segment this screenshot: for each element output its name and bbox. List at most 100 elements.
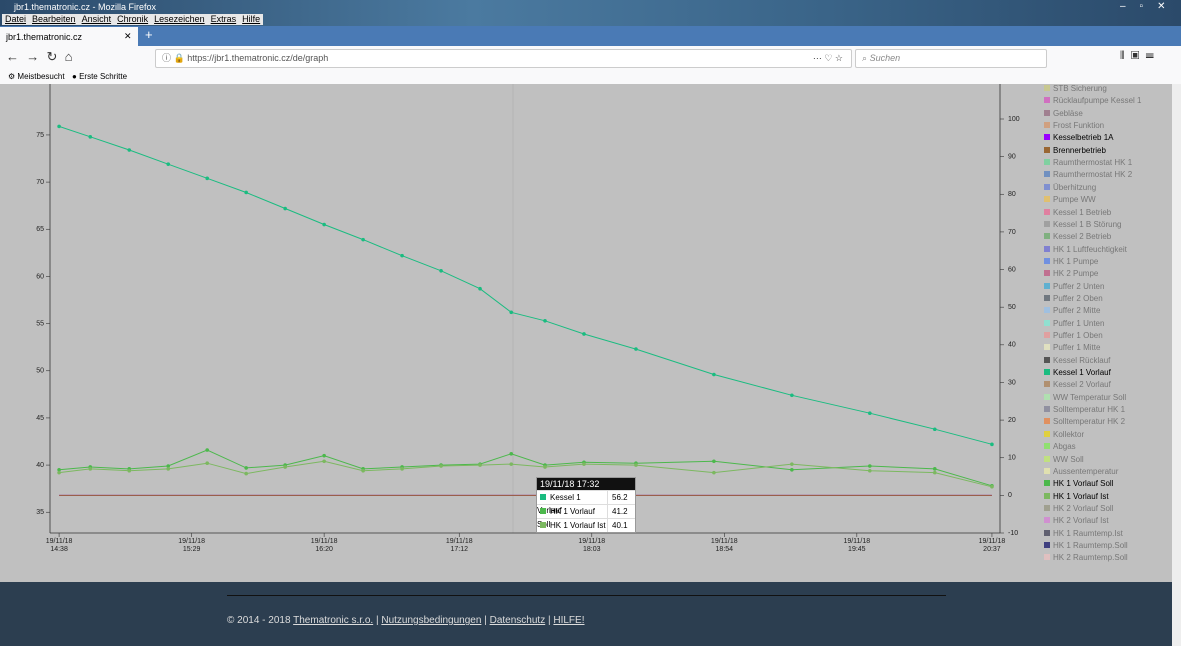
copyright: © 2014 - 2018: [227, 615, 291, 626]
scrollbar[interactable]: [1172, 84, 1181, 646]
legend-item[interactable]: Puffer 2 Oben: [1044, 294, 1103, 303]
legend-label: Gebläse: [1053, 108, 1083, 118]
search-bar[interactable]: ⌕ Suchen: [855, 49, 1047, 68]
legend-label: HK 1 Vorlauf Ist: [1053, 491, 1109, 501]
legend-item[interactable]: HK 2 Vorlauf Soll: [1044, 504, 1113, 513]
legend-label: Puffer 2 Unten: [1053, 281, 1105, 291]
legend-label: Aussentemperatur: [1053, 466, 1119, 476]
legend-item[interactable]: Kessel Rücklauf: [1044, 356, 1110, 365]
data-point: [361, 237, 365, 242]
menu-item[interactable]: Extras: [210, 14, 237, 24]
url: https://jbr1.thematronic.cz/de/graph: [187, 53, 329, 63]
data-point: [244, 471, 248, 476]
legend-item[interactable]: Solltemperatur HK 2: [1044, 417, 1125, 426]
legend-item[interactable]: HK 2 Vorlauf Ist: [1044, 516, 1109, 525]
legend-item[interactable]: Puffer 2 Unten: [1044, 282, 1104, 291]
bookmark[interactable]: ⚙ Meistbesucht: [8, 72, 65, 81]
legend-item[interactable]: Kollektor: [1044, 430, 1084, 439]
legend-label: HK 1 Raumtemp.Soll: [1053, 540, 1128, 550]
y2-tick-label: -10: [1008, 530, 1018, 537]
footer-link[interactable]: Datenschutz: [489, 615, 546, 626]
legend-swatch: [1044, 492, 1050, 499]
legend-swatch: [1044, 381, 1050, 388]
window-controls: –▫✕: [1120, 1, 1180, 12]
legend-item[interactable]: HK 2 Raumtemp.Soll: [1044, 553, 1128, 562]
legend-swatch: [1044, 122, 1050, 129]
footer-rule: [227, 595, 946, 596]
legend-item[interactable]: Puffer 1 Unten: [1044, 319, 1104, 328]
legend-item[interactable]: Kessel 1 Vorlauf: [1044, 368, 1111, 377]
legend-item[interactable]: HK 1 Raumtemp.Ist: [1044, 529, 1123, 538]
menu-item[interactable]: Lesezeichen: [154, 14, 205, 24]
footer-link[interactable]: HILFE!: [553, 615, 585, 626]
tab-close[interactable]: ✕: [124, 31, 132, 41]
legend-item[interactable]: Abgas: [1044, 442, 1076, 451]
legend-item[interactable]: WW Temperatur Soll: [1044, 393, 1126, 402]
legend-item[interactable]: HK 1 Vorlauf Soll: [1044, 479, 1113, 488]
legend-item[interactable]: HK 2 Pumpe: [1044, 269, 1098, 278]
legend-item[interactable]: Kesselbetrieb 1A: [1044, 133, 1113, 142]
legend-item[interactable]: HK 1 Vorlauf Ist: [1044, 492, 1109, 501]
legend-item[interactable]: Puffer 1 Oben: [1044, 331, 1103, 340]
legend-item[interactable]: Solltemperatur HK 1: [1044, 405, 1125, 414]
nav-buttons[interactable]: ← → ↻ ⌂: [6, 49, 73, 64]
tooltip-name: HK 1 Vorlauf Soll: [537, 505, 608, 529]
tab[interactable]: jbr1.thematronic.cz ✕: [0, 27, 138, 46]
legend-item[interactable]: Kessel 1 Betrieb: [1044, 208, 1111, 217]
legend-item[interactable]: HK 1 Pumpe: [1044, 257, 1098, 266]
footer-link[interactable]: Nutzungsbedingungen: [381, 615, 482, 626]
legend-item[interactable]: Gebläse: [1044, 109, 1083, 118]
legend-item[interactable]: Puffer 2 Mitte: [1044, 306, 1100, 315]
legend-item[interactable]: Pumpe WW: [1044, 195, 1096, 204]
new-tab[interactable]: +: [145, 27, 153, 42]
bookmarks-bar: ⚙ Meistbesucht ● Erste Schritte: [0, 70, 1181, 84]
data-point: [634, 347, 638, 351]
menu-item[interactable]: Ansicht: [81, 14, 112, 24]
tooltip-swatch: [540, 494, 546, 500]
legend-item[interactable]: Kessel 2 Betrieb: [1044, 232, 1111, 241]
footer-link[interactable]: Thematronic s.r.o.: [293, 615, 374, 626]
chart: 35 40 45 50 55 60 65 70 75 -10 0 10 20 30 40 50 60 70 80 90…: [36, 84, 1020, 537]
legend-item[interactable]: Kessel 2 Vorlauf: [1044, 380, 1111, 389]
url-actions[interactable]: ⋯ ♡ ☆: [812, 53, 843, 63]
legend-item[interactable]: HK 1 Luftfeuchtigkeit: [1044, 245, 1127, 254]
data-point: [478, 286, 482, 291]
bookmark[interactable]: ● Erste Schritte: [72, 72, 128, 81]
legend-item[interactable]: Kessel 1 B Störung: [1044, 220, 1121, 229]
toolbar-icons[interactable]: ⫴ ▣ ☰: [1120, 50, 1154, 62]
legend-label: Puffer 1 Unten: [1053, 318, 1105, 328]
legend-item[interactable]: Puffer 1 Mitte: [1044, 343, 1100, 352]
menu-item[interactable]: Bearbeiten: [32, 14, 76, 24]
legend-item[interactable]: HK 1 Raumtemp.Soll: [1044, 541, 1128, 550]
legend-swatch: [1044, 430, 1050, 437]
y2-tick-label: 60: [1008, 266, 1016, 273]
url-bar[interactable]: ⓘ 🔒 https://jbr1.thematronic.cz/de/graph…: [155, 49, 852, 68]
legend-label: Kessel Rücklauf: [1053, 355, 1111, 365]
data-point: [932, 470, 937, 475]
legend-item[interactable]: Überhitzung: [1044, 183, 1096, 192]
legend-swatch: [1044, 245, 1050, 252]
legend-item[interactable]: Raumthermostat HK 1: [1044, 158, 1132, 167]
legend-item[interactable]: Aussentemperatur: [1044, 467, 1118, 476]
legend-item[interactable]: Frost Funktion: [1044, 121, 1104, 130]
menu-item[interactable]: Datei: [5, 14, 27, 24]
legend-item[interactable]: STB Sicherung: [1044, 84, 1107, 93]
legend-item[interactable]: WW Soll: [1044, 455, 1084, 464]
menu-item[interactable]: Chronik: [117, 14, 149, 24]
legend-item[interactable]: Brennerbetrieb: [1044, 146, 1106, 155]
legend-label: HK 1 Vorlauf Soll: [1053, 479, 1114, 489]
y-tick-label: 40: [36, 462, 44, 469]
legend-item[interactable]: Raumthermostat HK 2: [1044, 170, 1132, 179]
data-point: [790, 468, 794, 472]
legend-swatch: [1044, 294, 1050, 301]
data-point: [57, 124, 61, 129]
tab-bar: [0, 26, 1181, 46]
data-point: [634, 463, 638, 467]
menu-item[interactable]: Hilfe: [242, 14, 261, 24]
legend-label: Kessel 1 Vorlauf: [1053, 368, 1111, 378]
legend-swatch: [1044, 418, 1050, 425]
legend-item[interactable]: Rücklaufpumpe Kessel 1: [1044, 96, 1142, 105]
legend-label: WW Temperatur Soll: [1053, 392, 1127, 402]
data-point: [400, 467, 404, 471]
y2-tick-label: 20: [1008, 417, 1016, 424]
